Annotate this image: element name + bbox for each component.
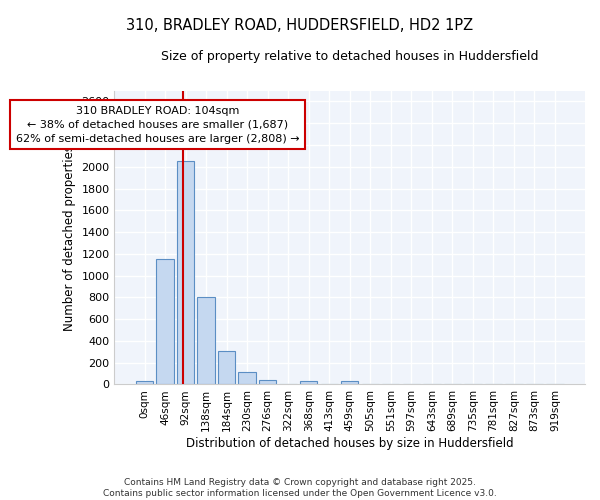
Bar — [300, 381, 317, 384]
Bar — [218, 350, 235, 384]
Bar — [197, 298, 215, 384]
Bar — [157, 260, 174, 384]
Y-axis label: Number of detached properties: Number of detached properties — [63, 144, 76, 330]
Bar — [136, 381, 154, 384]
Title: Size of property relative to detached houses in Huddersfield: Size of property relative to detached ho… — [161, 50, 538, 63]
Bar — [177, 162, 194, 384]
Bar — [238, 372, 256, 384]
Bar — [341, 381, 358, 384]
Text: 310 BRADLEY ROAD: 104sqm
← 38% of detached houses are smaller (1,687)
62% of sem: 310 BRADLEY ROAD: 104sqm ← 38% of detach… — [16, 106, 299, 144]
Text: 310, BRADLEY ROAD, HUDDERSFIELD, HD2 1PZ: 310, BRADLEY ROAD, HUDDERSFIELD, HD2 1PZ — [127, 18, 473, 32]
Bar — [259, 380, 277, 384]
Text: Contains HM Land Registry data © Crown copyright and database right 2025.
Contai: Contains HM Land Registry data © Crown c… — [103, 478, 497, 498]
X-axis label: Distribution of detached houses by size in Huddersfield: Distribution of detached houses by size … — [186, 437, 514, 450]
